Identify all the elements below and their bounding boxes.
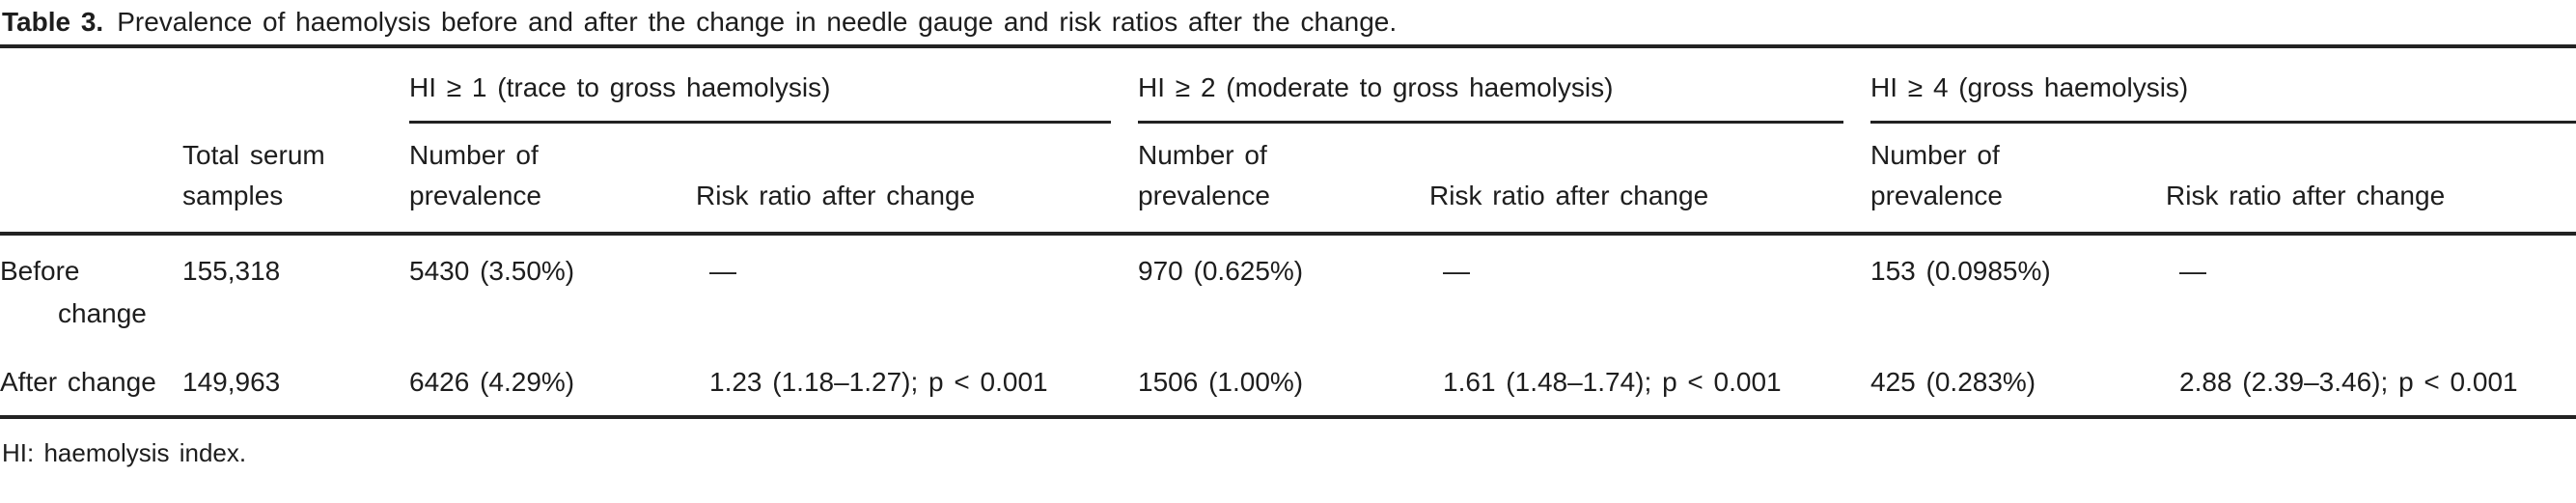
cell-before-risk-hi2: — (1443, 256, 1471, 286)
col-header-prevalence-hi4: Number of prevalence (1870, 124, 2167, 236)
group-header-row: HI ≥ 1 (trace to gross haemolysis) HI ≥ … (0, 46, 2576, 124)
results-table: HI ≥ 1 (trace to gross haemolysis) HI ≥ … (0, 44, 2576, 419)
table-row-before-change: Before change 155,318 5430 (3.50%) — 970… (0, 234, 2576, 347)
col-header-risk-ratio-hi1: Risk ratio after change (696, 124, 1139, 236)
cell-after-prevalence-hi2: 1506 (1.00%) (1138, 367, 1304, 397)
group-header-hi-ge-2: HI ≥ 2 (moderate to gross haemolysis) (1138, 46, 1870, 124)
group-header-spacer (0, 46, 409, 124)
group-header-hi-ge-4: HI ≥ 4 (gross haemolysis) (1870, 46, 2576, 124)
column-header-row: Total serum samples Number of prevalence… (0, 124, 2576, 236)
row-label-before-change: Before change (0, 256, 147, 328)
cell-after-prevalence-hi4: 425 (0.283%) (1870, 367, 2036, 397)
cell-after-total-samples: 149,963 (182, 367, 281, 397)
table-row-after-change: After change 149,963 6426 (4.29%) 1.23 (… (0, 347, 2576, 417)
table-footnote: HI: haemolysis index. (2, 438, 247, 467)
cell-after-risk-hi1: 1.23 (1.18–1.27); p < 0.001 (709, 367, 1048, 397)
row-label-after-change: After change (0, 367, 156, 397)
group-header-hi-ge-1: HI ≥ 1 (trace to gross haemolysis) (409, 46, 1138, 124)
cell-before-risk-hi4: — (2179, 256, 2207, 286)
col-header-total-serum-samples: Total serum samples (182, 124, 409, 236)
table-caption: Prevalence of haemolysis before and afte… (117, 7, 1398, 37)
col-header-prevalence-hi1: Number of prevalence (409, 124, 696, 236)
paper-table-figure: Table 3. Prevalence of haemolysis before … (0, 0, 2576, 467)
table-title: Table 3. Prevalence of haemolysis before … (0, 0, 2576, 44)
table-number-label: Table 3. (2, 7, 104, 37)
cell-after-risk-hi4: 2.88 (2.39–3.46); p < 0.001 (2179, 367, 2518, 397)
cell-before-prevalence-hi4: 153 (0.0985%) (1870, 256, 2051, 286)
cell-before-prevalence-hi2: 970 (0.625%) (1138, 256, 1304, 286)
col-header-risk-ratio-hi2: Risk ratio after change (1429, 124, 1871, 236)
col-header-risk-ratio-hi4: Risk ratio after change (2166, 124, 2576, 236)
cell-before-prevalence-hi1: 5430 (3.50%) (409, 256, 575, 286)
col-header-row-label (0, 124, 182, 236)
cell-after-prevalence-hi1: 6426 (4.29%) (409, 367, 575, 397)
cell-before-total-samples: 155,318 (182, 256, 281, 286)
col-header-prevalence-hi2: Number of prevalence (1138, 124, 1430, 236)
cell-after-risk-hi2: 1.61 (1.48–1.74); p < 0.001 (1443, 367, 1782, 397)
cell-before-risk-hi1: — (709, 256, 736, 286)
